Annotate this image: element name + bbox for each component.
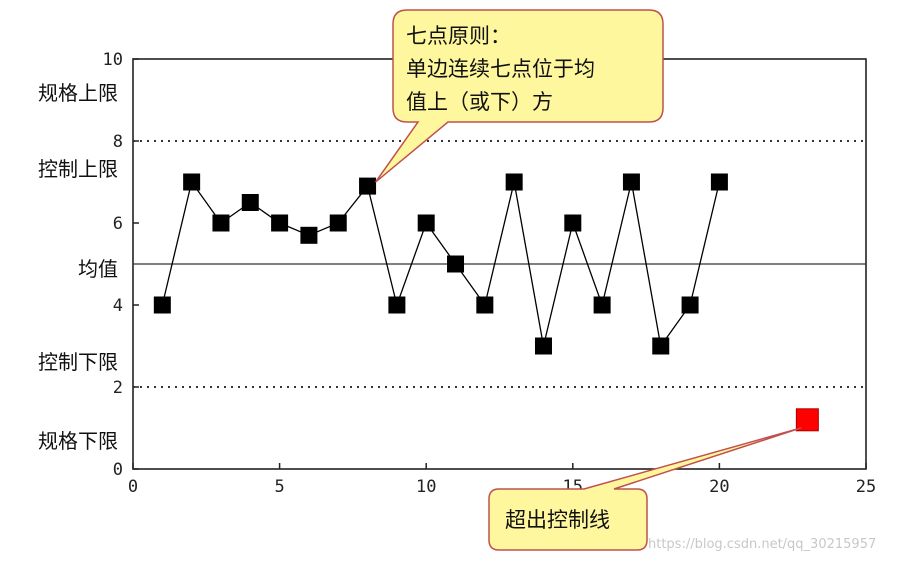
data-point: [329, 214, 347, 232]
data-point: [534, 337, 552, 355]
spec-upper-label: 规格上限: [38, 81, 118, 105]
y-tick-label: 6: [113, 214, 123, 234]
data-point: [417, 214, 435, 232]
data-point: [300, 226, 318, 244]
data-point: [652, 337, 670, 355]
callout-top-line: 七点原则：: [406, 24, 511, 48]
data-point: [622, 173, 640, 191]
data-series: [153, 173, 819, 432]
data-point: [212, 214, 230, 232]
y-tick-label: 2: [113, 378, 123, 398]
data-point: [476, 296, 494, 314]
data-point: [153, 296, 171, 314]
data-point: [593, 296, 611, 314]
callout-out-of-control: [488, 427, 802, 551]
data-point: [447, 255, 465, 273]
callout-seven-point-rule: [374, 9, 664, 183]
watermark: https://blog.csdn.net/qq_30215957: [648, 537, 876, 552]
y-tick-label: 8: [113, 132, 123, 152]
x-tick-label: 20: [709, 477, 729, 497]
reference-lines: [133, 140, 866, 388]
y-tick-label: 4: [113, 296, 123, 316]
data-point: [710, 173, 728, 191]
callout-top-line: 单边连续七点位于均: [406, 57, 595, 81]
data-point: [681, 296, 699, 314]
outlier-point: [795, 408, 819, 432]
mean-label: 均值: [78, 257, 118, 281]
x-tick-label: 10: [416, 477, 436, 497]
x-tick-label: 0: [128, 477, 138, 497]
x-tick-label: 5: [274, 477, 284, 497]
callout-bottom-line: 超出控制线: [505, 508, 610, 532]
data-point: [564, 214, 582, 232]
x-tick-label: 25: [856, 477, 876, 497]
data-point: [388, 296, 406, 314]
y-tick-label: 10: [103, 50, 123, 70]
control-lower-label: 控制下限: [38, 350, 118, 374]
data-point: [505, 173, 523, 191]
data-point: [241, 194, 259, 211]
data-point: [359, 177, 377, 195]
data-point: [271, 214, 289, 232]
spec-lower-label: 规格下限: [38, 429, 118, 453]
data-point: [183, 173, 201, 191]
callout-top-line: 值上（或下）方: [406, 90, 553, 114]
y-tick-label: 0: [113, 460, 123, 480]
control-upper-label: 控制上限: [38, 157, 118, 181]
